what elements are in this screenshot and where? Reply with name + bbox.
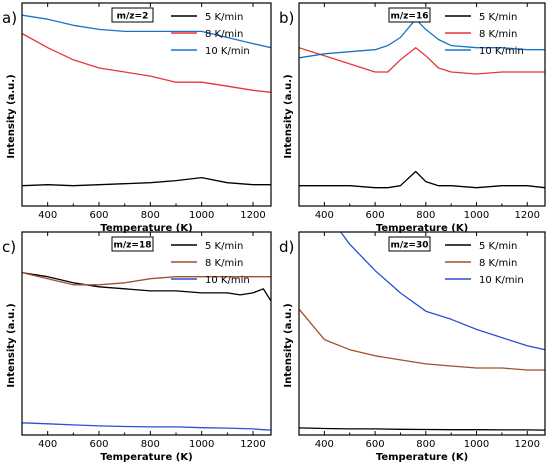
x-tick-label: 400 <box>38 210 57 221</box>
panel-label: a) <box>2 9 17 27</box>
y-axis-label: Intensity (a.u.) <box>283 74 294 158</box>
series-line-8-k-min <box>299 47 545 75</box>
series-line-5-k-min <box>299 427 545 431</box>
tag-box <box>388 236 431 252</box>
chart-panel-d: 400 600 800 1000 1200 Temperature (K) Intensit… <box>279 231 546 463</box>
x-tick-label: 600 <box>366 439 385 450</box>
legend-entry: 5 K/min <box>205 241 243 252</box>
tag-label: m/z=18 <box>114 241 152 251</box>
plot-frame <box>298 2 546 207</box>
legend-entry: 5 K/min <box>205 12 243 23</box>
tag-label: m/z=16 <box>391 12 429 22</box>
series-line-8-k-min <box>22 271 271 286</box>
plot-frame <box>21 231 272 436</box>
x-axis-label: Temperature (K) <box>100 223 192 234</box>
plot-frame <box>21 2 272 207</box>
x-tick-label: 600 <box>366 210 385 221</box>
x-tick-label: 800 <box>141 439 160 450</box>
series-line-10-k-min <box>22 422 271 431</box>
x-tick-label: 400 <box>315 210 334 221</box>
tag-label: m/z=30 <box>391 241 429 251</box>
x-tick-label: 1000 <box>189 439 214 450</box>
x-tick-label: 600 <box>89 210 108 221</box>
legend-entry: 10 K/min <box>479 46 524 57</box>
legend-entry: 10 K/min <box>205 275 250 286</box>
series-line-10-k-min <box>22 14 271 49</box>
y-axis-label: Intensity (a.u.) <box>6 303 17 387</box>
x-tick-label: 400 <box>315 439 334 450</box>
legend-entry: 5 K/min <box>479 12 517 23</box>
legend-entry: 5 K/min <box>479 241 517 252</box>
y-axis-label: Intensity (a.u.) <box>6 74 17 158</box>
chart-panel-a: 400 600 800 1000 1200 Temperature (K) Intensit… <box>2 2 272 234</box>
panel-label: c) <box>2 238 16 256</box>
legend-entry: 8 K/min <box>205 258 243 269</box>
x-tick-label: 600 <box>89 439 108 450</box>
series-line-5-k-min <box>299 170 545 189</box>
x-tick-label: 1200 <box>240 210 265 221</box>
x-tick-label: 1200 <box>515 210 540 221</box>
series-line-5-k-min <box>22 176 271 187</box>
plot-frame <box>298 231 546 436</box>
legend-entry: 8 K/min <box>479 29 517 40</box>
tag-box <box>111 236 154 252</box>
panel-label: d) <box>279 238 294 256</box>
tag-label: m/z=2 <box>117 12 149 22</box>
series-line-8-k-min <box>22 32 271 93</box>
series-line-8-k-min <box>299 308 545 371</box>
y-axis-label: Intensity (a.u.) <box>283 303 294 387</box>
x-axis-label: Temperature (K) <box>376 452 468 463</box>
x-tick-label: 400 <box>38 439 57 450</box>
x-tick-label: 1200 <box>515 439 540 450</box>
x-axis-label: Temperature (K) <box>376 223 468 234</box>
series-line-10-k-min <box>339 232 545 351</box>
x-tick-label: 800 <box>416 439 435 450</box>
chart-panel-b: 400 600 800 1000 1200 Temperature (K) Intensit… <box>279 2 546 234</box>
series-line-10-k-min <box>299 18 545 59</box>
chart-panel-c: 400 600 800 1000 1200 Temperature (K) Intensit… <box>2 231 272 463</box>
x-tick-label: 1000 <box>464 210 489 221</box>
legend-entry: 8 K/min <box>205 29 243 40</box>
x-tick-label: 1200 <box>240 439 265 450</box>
x-tick-label: 800 <box>416 210 435 221</box>
x-tick-label: 1000 <box>189 210 214 221</box>
legend-entry: 8 K/min <box>479 258 517 269</box>
panel-label: b) <box>279 9 294 27</box>
legend-entry: 10 K/min <box>205 46 250 57</box>
tag-box <box>111 7 154 23</box>
series-line-5-k-min <box>22 271 271 302</box>
tag-box <box>388 7 431 23</box>
x-axis-label: Temperature (K) <box>100 452 192 463</box>
legend-entry: 10 K/min <box>479 275 524 286</box>
x-tick-label: 800 <box>141 210 160 221</box>
x-tick-label: 1000 <box>464 439 489 450</box>
